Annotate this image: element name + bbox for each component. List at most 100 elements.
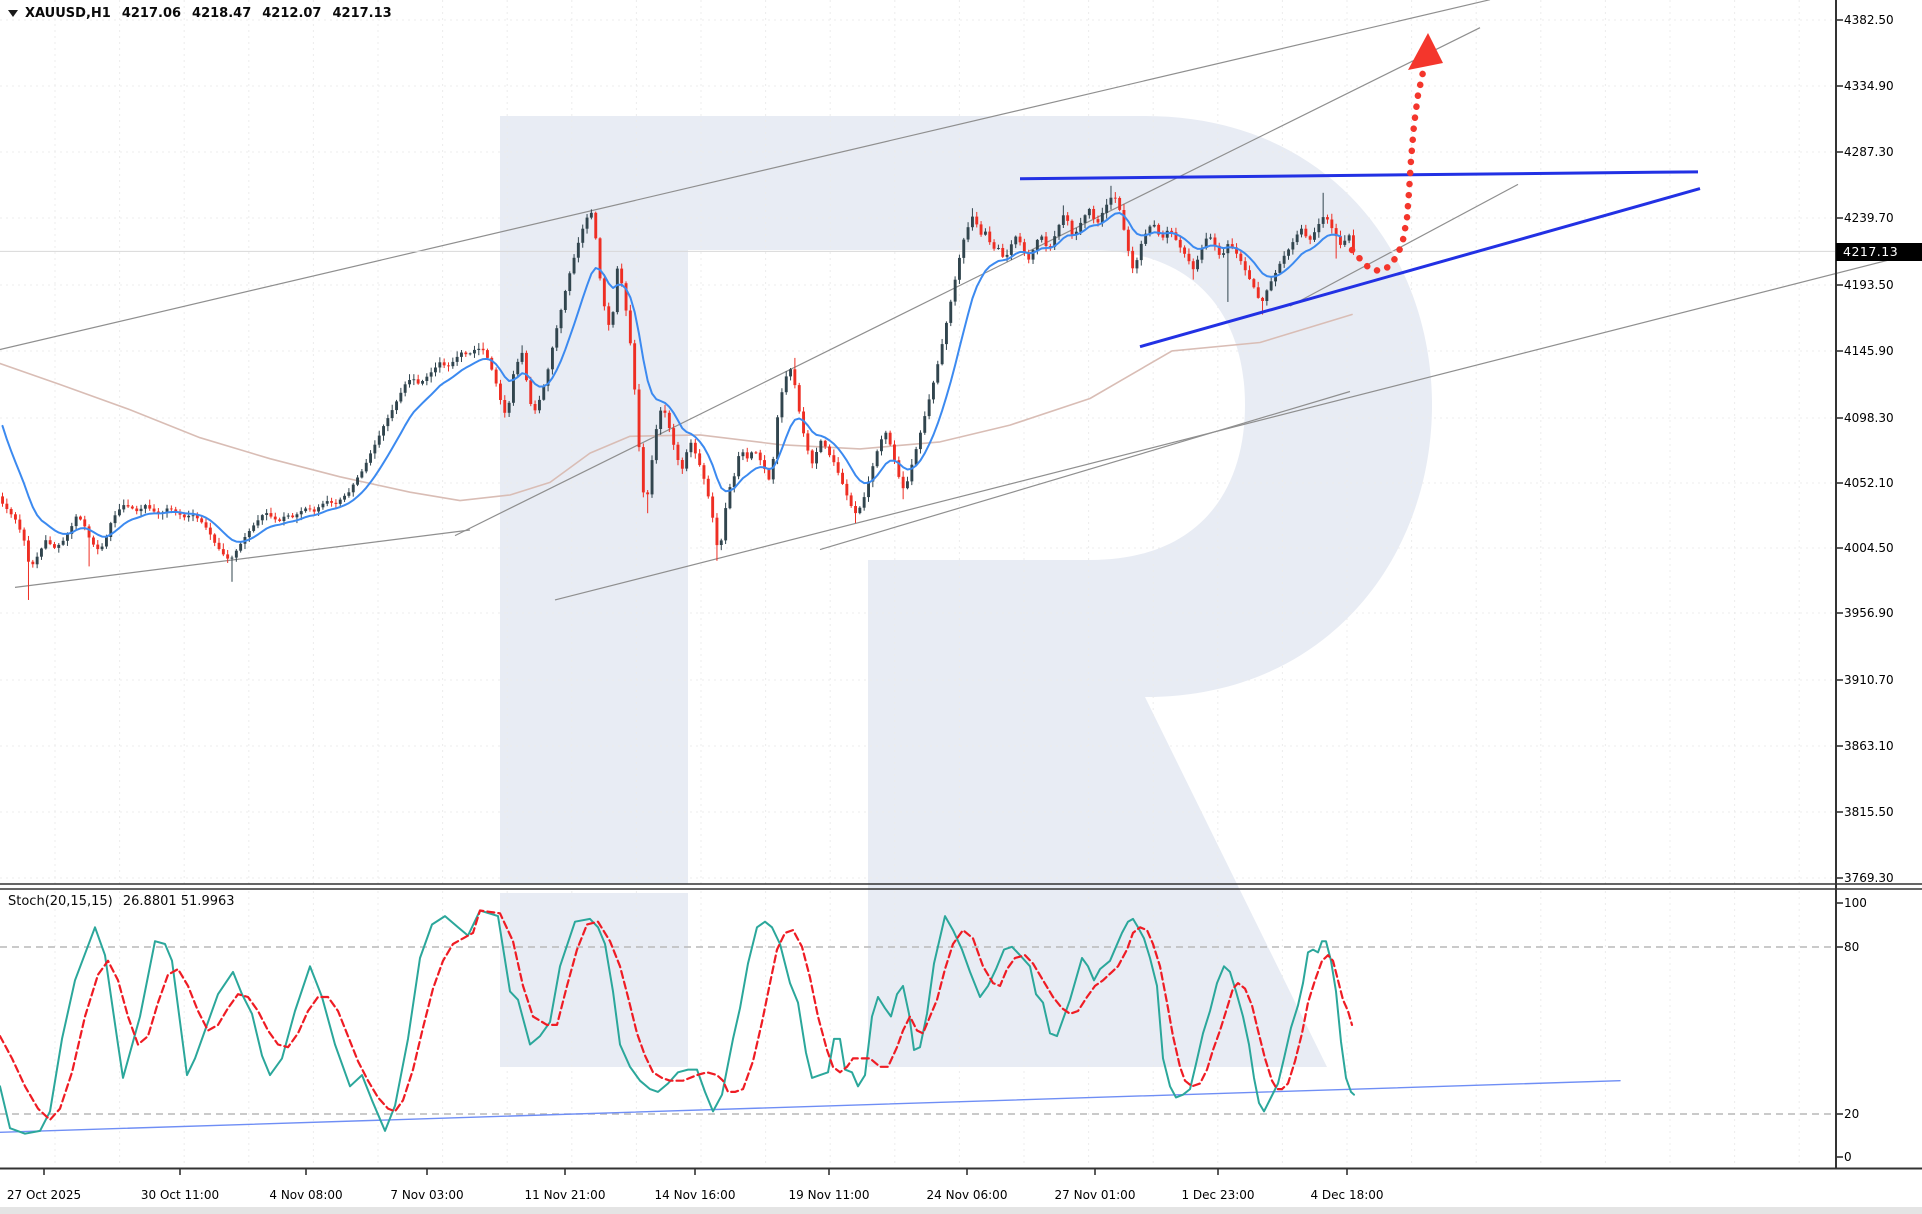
candle-bear (126, 505, 130, 507)
candle-bear (594, 212, 598, 239)
candle-bull (581, 228, 585, 243)
candle-bear (698, 453, 702, 466)
candle-bull (776, 417, 779, 459)
candle-bull (1278, 263, 1282, 273)
candle-bull (737, 456, 741, 477)
price-axis-label: 4052.10 (1844, 476, 1894, 490)
gray-trendline (819, 390, 1351, 551)
candle-bear (711, 496, 715, 518)
candle-bull (516, 361, 520, 375)
time-axis-label: 1 Dec 23:00 (1181, 1188, 1255, 1202)
candle-bear (598, 238, 602, 279)
candle-bull (1343, 240, 1347, 245)
candle-bear (1001, 248, 1005, 257)
candle-bull (360, 471, 364, 478)
candle-bull (1061, 215, 1065, 225)
candle-bear (9, 509, 13, 515)
candle-bull (789, 369, 792, 377)
candle-bull (1295, 234, 1299, 243)
chevron-down-icon[interactable] (8, 10, 18, 17)
candle-bear (174, 509, 178, 512)
candle-bear (992, 242, 996, 249)
candle-bear (823, 440, 827, 447)
candle-bull (425, 376, 429, 381)
candle-bull (286, 515, 290, 517)
candle-bull (1139, 243, 1143, 261)
candle-bull (1109, 197, 1113, 205)
candle-bull (919, 432, 922, 450)
time-axis-label: 11 Nov 21:00 (524, 1188, 606, 1202)
candle-bull (438, 362, 442, 368)
candle-bear (494, 369, 498, 384)
candle-bull (512, 374, 515, 403)
candle-bull (386, 418, 390, 427)
ohlc-low: 4212.07 (262, 6, 322, 21)
candle-bull (1204, 238, 1208, 248)
candle-bull (997, 248, 1000, 249)
candle-bull (260, 515, 264, 521)
candle-bull (139, 508, 143, 512)
candle-bull (252, 525, 256, 531)
candle-bull (118, 509, 121, 516)
candle-bear (975, 216, 979, 225)
candle-bull (589, 212, 593, 218)
gray-trendline (14, 529, 471, 588)
candle-bear (152, 508, 156, 512)
candle-bear (204, 522, 208, 528)
candle-bull (1014, 236, 1018, 245)
candle-bull (650, 460, 654, 495)
price-axis-label: 4382.50 (1844, 13, 1894, 27)
candle-bear (1252, 279, 1256, 288)
candle-bear (979, 224, 983, 235)
candle-bull (551, 347, 554, 370)
candle-bear (1044, 236, 1048, 246)
candle-bull (654, 429, 658, 461)
candle-bull (724, 508, 728, 541)
candle-bear (1187, 253, 1191, 262)
candle-bull (949, 301, 953, 323)
candle-bull (971, 216, 974, 228)
candle-bull (1313, 232, 1316, 240)
candle-bear (278, 519, 282, 521)
candle-bull (403, 384, 407, 393)
candle-bull (542, 385, 546, 400)
candle-bear (330, 501, 333, 503)
candle-bull (555, 328, 559, 348)
indicator-scale-label: 80 (1844, 940, 1860, 954)
indicator-info-bar: Stoch(20,15,15) 26.8801 51.9963 (8, 894, 241, 909)
candle-bear (897, 460, 901, 477)
candle-bear (1126, 229, 1130, 251)
time-axis-label: 7 Nov 03:00 (390, 1188, 464, 1202)
candle-bear (1339, 236, 1342, 245)
candle-bear (602, 278, 606, 307)
candle-bear (758, 452, 762, 461)
candle-bull (1222, 253, 1225, 255)
candle-bear (663, 410, 667, 413)
candle-bear (208, 527, 212, 535)
candle-bull (122, 505, 126, 510)
candle-bear (680, 460, 684, 469)
candle-bull (815, 452, 818, 464)
price-axis-label: 3769.30 (1844, 871, 1894, 885)
candle-bull (568, 273, 572, 291)
candle-bull (784, 376, 788, 393)
candle-bear (836, 462, 840, 473)
candle-bear (702, 465, 706, 479)
candle-bull (932, 382, 935, 400)
candle-bull (945, 322, 948, 345)
candle-bear (641, 447, 645, 493)
candle-bear (854, 506, 857, 514)
gray-trendline (1289, 183, 1519, 307)
candle-bull (165, 508, 169, 513)
candle-bull (317, 507, 320, 512)
candle-bull (538, 399, 541, 411)
candle-bear (1191, 261, 1195, 270)
candle-bear (845, 483, 849, 496)
candle-bear (312, 509, 316, 512)
candle-bull (295, 514, 299, 518)
candle-bear (79, 516, 82, 520)
candle-bull (611, 312, 615, 325)
candle-bear (1022, 242, 1026, 253)
candle-bear (763, 460, 766, 469)
